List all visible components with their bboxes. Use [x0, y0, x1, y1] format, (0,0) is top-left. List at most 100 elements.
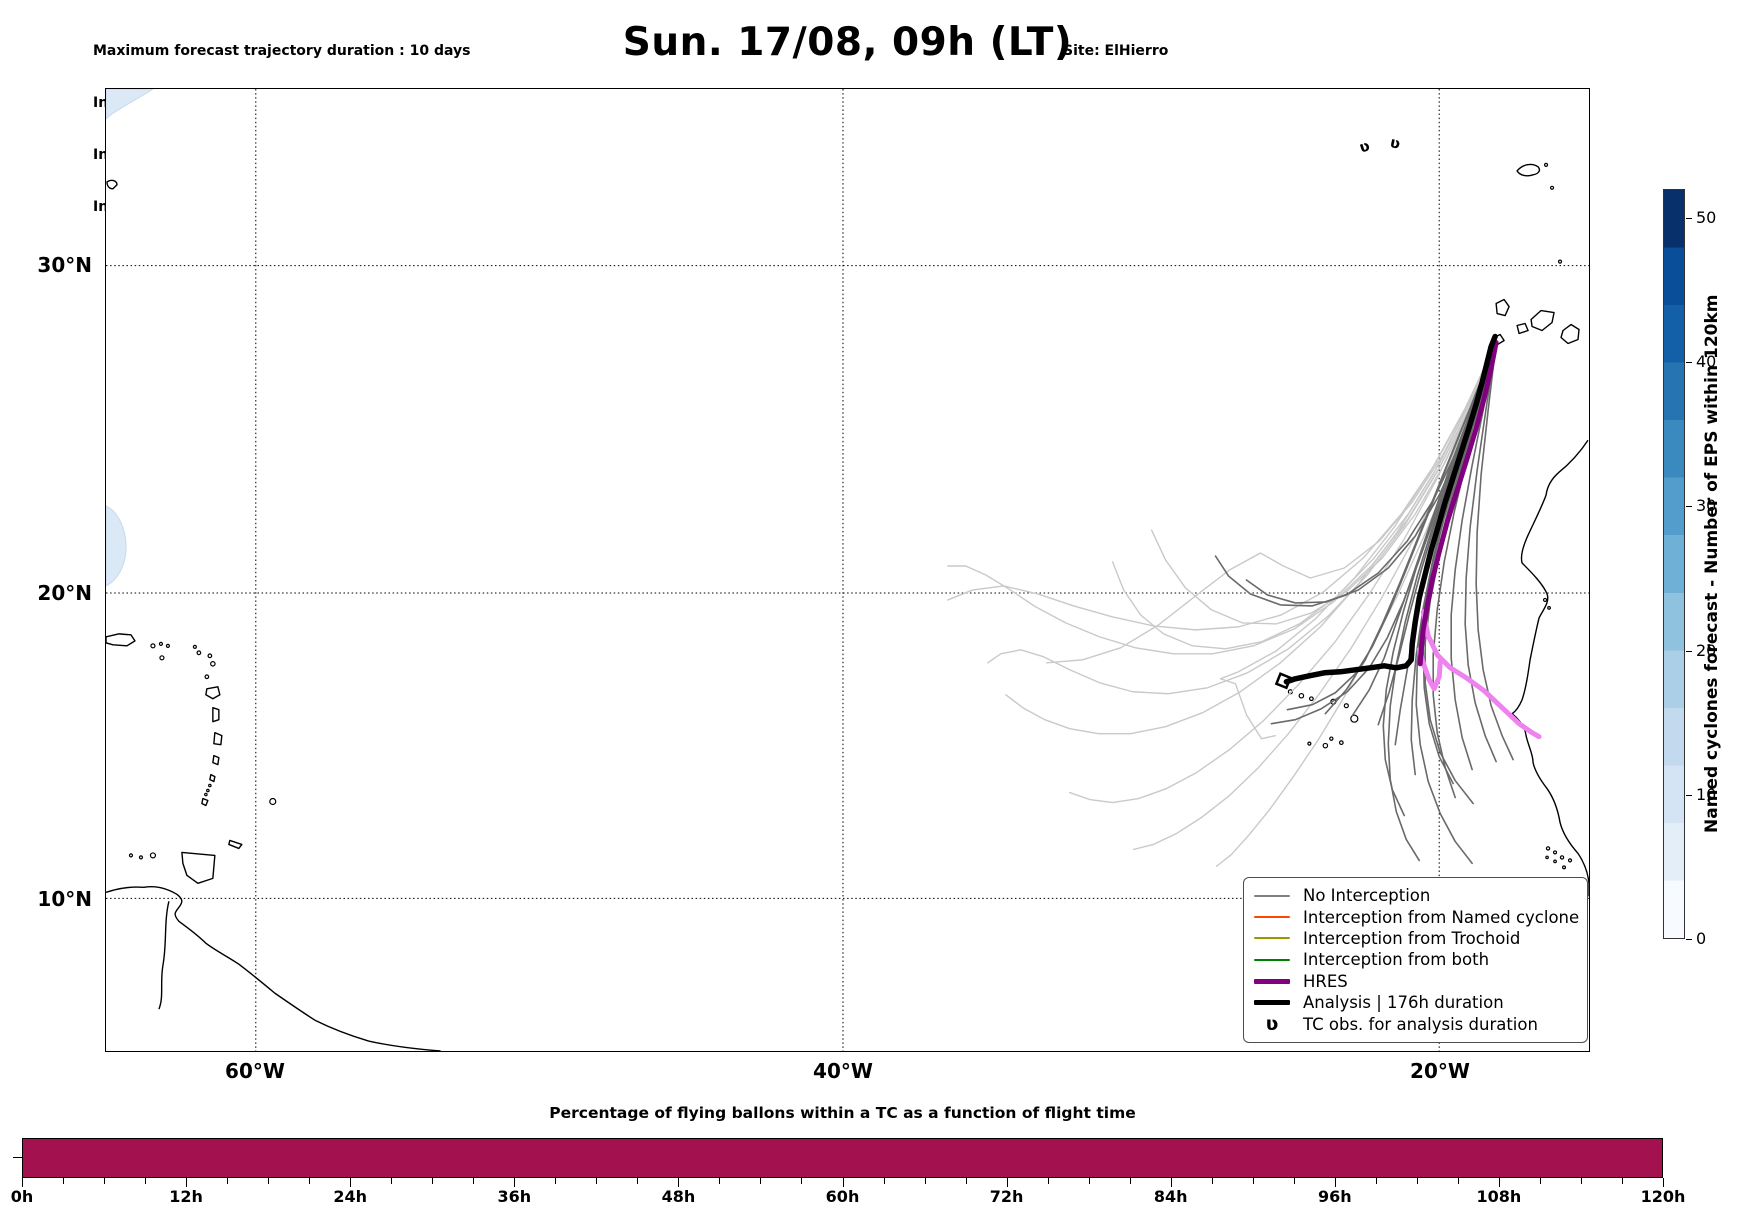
coastline — [1530, 309, 1555, 332]
legend-line-sample — [1254, 916, 1290, 919]
eps-cyclone-density-contour — [106, 89, 154, 120]
x-axis-minor-tick — [883, 1178, 885, 1184]
x-axis-minor-tick — [760, 1178, 762, 1184]
island — [1308, 696, 1314, 702]
coastline — [205, 686, 221, 700]
analysis-end-marker — [1274, 672, 1293, 690]
legend-item: Analysis | 176h duration — [1254, 992, 1587, 1013]
x-axis-major-tick — [350, 1178, 352, 1187]
island — [128, 853, 134, 858]
island — [1567, 858, 1573, 863]
tc-obs-icon: ʋ — [1357, 136, 1372, 156]
island — [1543, 162, 1549, 167]
x-axis-minor-tick — [1252, 1178, 1254, 1184]
island — [158, 641, 164, 646]
colorbar-tick-label: 20 — [1696, 640, 1717, 660]
x-axis-major-tick — [842, 1178, 844, 1187]
x-axis-tick-label: 24h — [333, 1187, 368, 1206]
island — [1547, 606, 1551, 610]
x-axis-minor-tick — [965, 1178, 967, 1184]
island — [1307, 741, 1312, 746]
info-line: Site: ElHierro — [1063, 42, 1169, 59]
trajectory-no-interception — [1046, 341, 1497, 664]
x-axis-minor-tick — [1457, 1178, 1459, 1184]
trajectory-no-interception — [1286, 341, 1497, 711]
island — [1557, 259, 1563, 264]
colorbar-tick-label: 40 — [1696, 352, 1717, 372]
island — [159, 655, 165, 661]
colorbar-tick — [1686, 650, 1692, 652]
island — [1329, 736, 1334, 741]
x-axis-major-tick — [1170, 1178, 1172, 1187]
tc-percentage-bar — [22, 1138, 1663, 1178]
island — [192, 644, 197, 649]
lon-tick-label: 20°W — [1410, 1059, 1470, 1083]
legend-label: HRES — [1303, 971, 1348, 991]
coastline — [209, 773, 216, 783]
legend-line-sample — [1254, 894, 1290, 897]
colorbar-tick — [1686, 939, 1692, 940]
bottom-chart-y-tick — [13, 1157, 22, 1158]
island — [1559, 855, 1565, 860]
x-axis-minor-tick — [1293, 1178, 1295, 1184]
legend-label: Interception from both — [1303, 950, 1490, 970]
legend-line-sample — [1254, 978, 1290, 984]
trajectory-no-interception — [1215, 341, 1497, 868]
trajectory-analysis — [1283, 333, 1498, 685]
island — [1338, 740, 1344, 746]
legend-label: No Interception — [1303, 886, 1431, 906]
x-axis-minor-tick — [391, 1178, 393, 1184]
trajectory-hres — [1417, 339, 1499, 667]
legend-swatch — [1254, 1000, 1290, 1006]
bottom-chart-title: Percentage of flying ballons within a TC… — [549, 1104, 1136, 1122]
island — [1322, 742, 1329, 749]
x-axis-major-tick — [1334, 1178, 1336, 1187]
colorbar-label: Named cyclones forecast - Number of EPS … — [1702, 294, 1722, 834]
legend-item: HRES — [1254, 971, 1587, 992]
x-axis-minor-tick — [1580, 1178, 1582, 1184]
x-axis-minor-tick — [63, 1178, 65, 1184]
island — [1549, 185, 1555, 190]
island — [204, 674, 210, 680]
legend-swatch — [1254, 916, 1290, 919]
colorbar-tick-label: 30 — [1696, 496, 1717, 516]
x-axis-minor-tick — [924, 1178, 926, 1184]
x-axis-major-tick — [1663, 1178, 1664, 1187]
legend-swatch — [1254, 978, 1290, 984]
trajectory-pink — [1420, 609, 1542, 740]
x-axis-minor-tick — [1129, 1178, 1131, 1184]
lat-tick-label: 30°N — [37, 253, 92, 277]
coastline — [106, 179, 118, 190]
x-axis-minor-tick — [801, 1178, 803, 1184]
x-axis-major-tick — [678, 1178, 680, 1187]
x-axis-major-tick — [1006, 1178, 1008, 1187]
island — [207, 653, 213, 659]
colorbar-tick-label: 0 — [1696, 929, 1707, 948]
legend-item: Interception from Trochoid — [1254, 928, 1587, 949]
x-axis-minor-tick — [432, 1178, 434, 1184]
info-line: Maximum forecast trajectory duration : 1… — [93, 42, 471, 59]
x-axis-tick-label: 120h — [1640, 1187, 1686, 1206]
x-axis-minor-tick — [719, 1178, 721, 1184]
x-axis-minor-tick — [268, 1178, 270, 1184]
trajectory-no-interception — [1069, 341, 1497, 804]
coastline — [1511, 439, 1589, 897]
legend-item: Interception from Named cyclone — [1254, 906, 1587, 927]
island — [269, 797, 277, 806]
colorbar-tick — [1686, 217, 1692, 219]
island — [208, 783, 212, 788]
legend-label: TC obs. for analysis duration — [1303, 1014, 1538, 1034]
island — [1553, 859, 1557, 864]
tc-obs-icon: ʋ — [1388, 133, 1402, 153]
trajectory-no-interception — [1270, 341, 1497, 725]
x-axis-minor-tick — [104, 1178, 106, 1184]
island — [150, 643, 156, 649]
coastline — [106, 633, 136, 647]
x-axis-minor-tick — [1621, 1178, 1623, 1184]
legend-label: Analysis | 176h duration — [1303, 993, 1504, 1013]
colorbar-tick-label: 50 — [1696, 207, 1717, 227]
island — [138, 855, 144, 860]
x-axis-minor-tick — [1539, 1178, 1541, 1184]
legend-label: Interception from Named cyclone — [1303, 907, 1580, 927]
